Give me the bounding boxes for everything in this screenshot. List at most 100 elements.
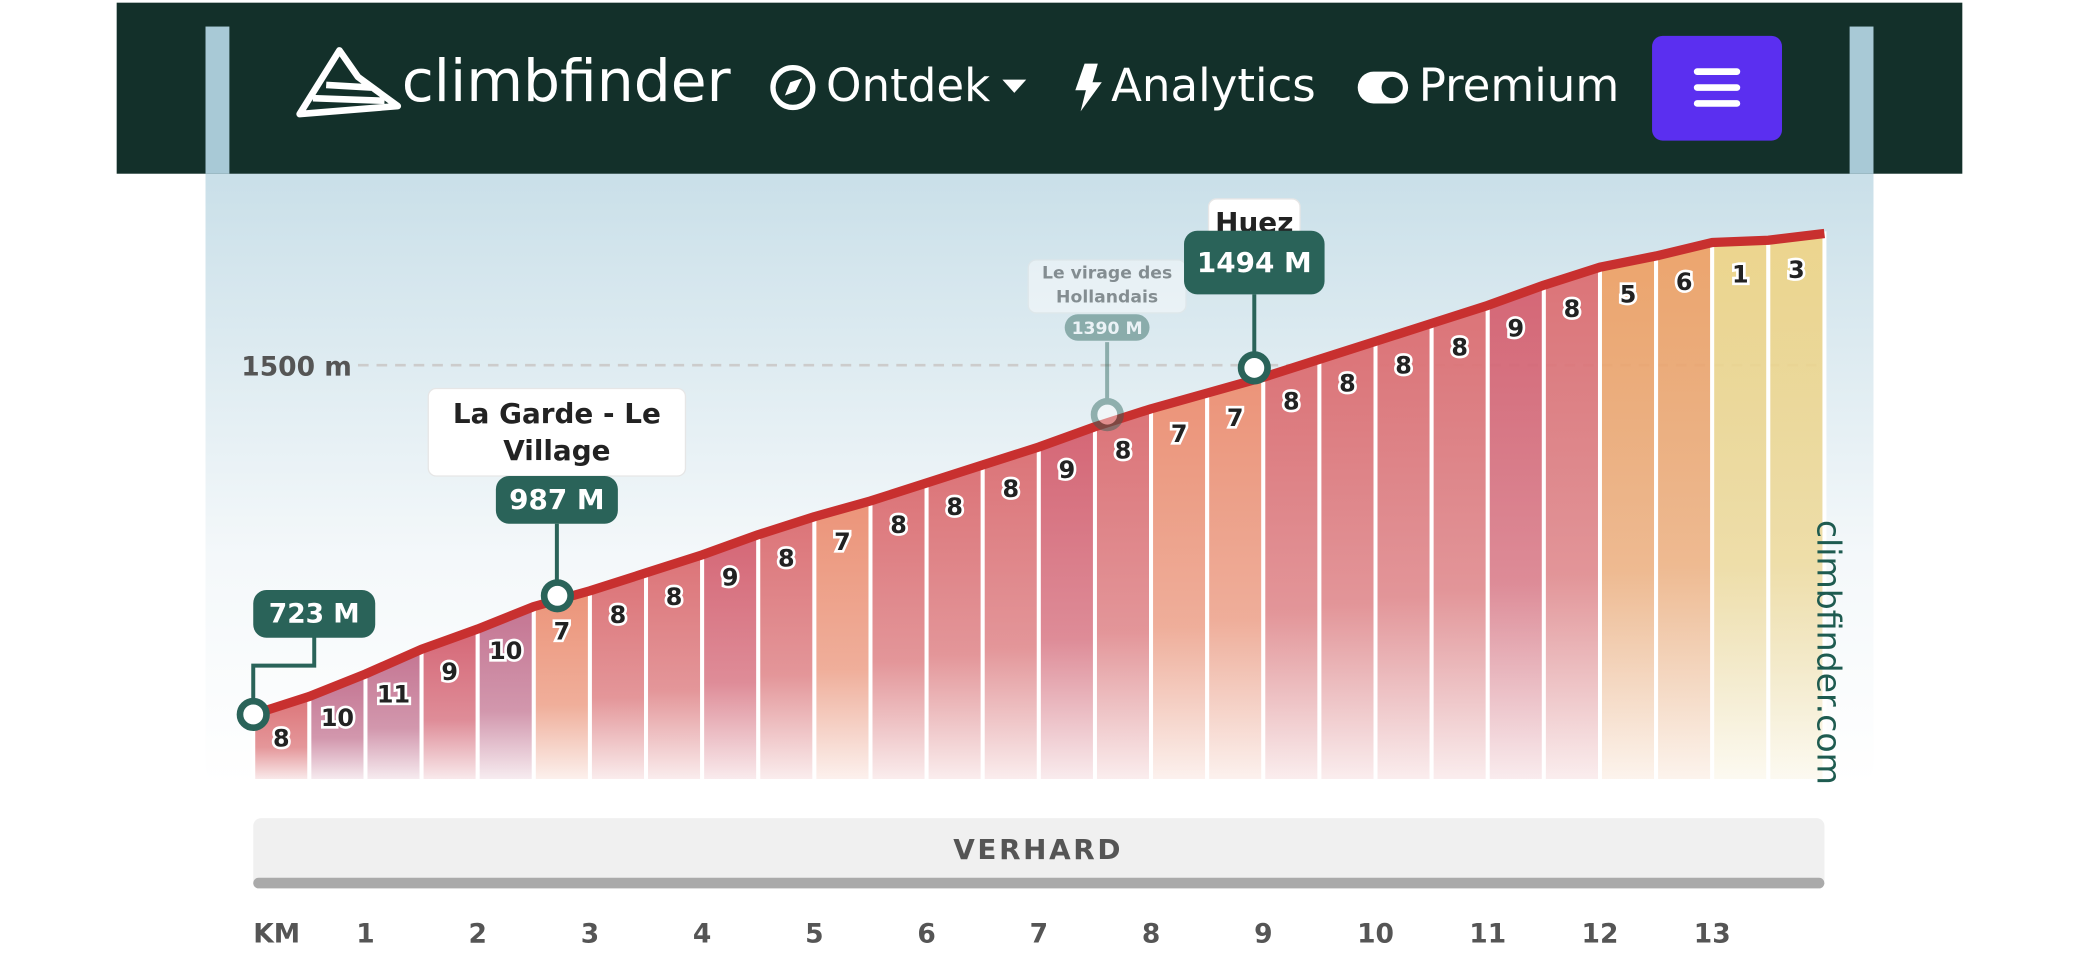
compass-icon	[770, 64, 816, 111]
elevation-label: 1390 M	[1072, 319, 1143, 339]
gradient-label: 7	[834, 528, 851, 556]
gradient-column	[1597, 253, 1659, 783]
x-axis-label: KM	[253, 918, 300, 949]
surface-label: VERHARD	[953, 833, 1123, 866]
gradient-label: 9	[1059, 456, 1076, 484]
gradient-label: 8	[1451, 333, 1468, 361]
gradient-column	[419, 626, 480, 783]
gradient-label: 8	[666, 583, 683, 611]
gradient-label: 8	[610, 601, 627, 629]
x-tick-label: 13	[1694, 918, 1731, 949]
nav-item: Analytics	[1111, 59, 1316, 112]
elevation-label: 723 M	[269, 599, 360, 630]
brand: climbfinder	[402, 47, 731, 115]
gradient-label: 10	[321, 704, 354, 732]
y-tick-label: 1500 m	[241, 351, 352, 382]
nav-analytics[interactable]: Analytics	[1075, 59, 1316, 112]
point-name: Le virage des Hollandais	[1041, 264, 1173, 308]
elevation-label: 987 M	[509, 483, 604, 516]
gradient-column	[1205, 374, 1266, 783]
gradient-label: 9	[722, 564, 739, 592]
gradient-column	[1429, 302, 1490, 783]
x-tick-label: 10	[1357, 918, 1394, 949]
profile-line	[251, 228, 1825, 719]
gradient-column	[1710, 238, 1771, 783]
bolt-icon	[1075, 63, 1102, 112]
connector	[251, 636, 317, 715]
gradient-column	[1261, 356, 1322, 783]
hamburger	[1693, 68, 1741, 107]
gradient-label: 8	[1395, 351, 1412, 379]
gradient-label: 7	[1227, 404, 1244, 432]
point	[236, 697, 270, 732]
elevation-label: 1494 M	[1197, 246, 1312, 279]
elevation-tag	[253, 590, 376, 638]
toggle-knob	[1381, 76, 1403, 99]
logo-icon	[296, 47, 402, 118]
compass-needle	[784, 78, 803, 96]
gradient-label: 8	[1115, 437, 1132, 465]
x-tick-label: 4	[693, 918, 711, 949]
gradient-label: 9	[1507, 314, 1524, 342]
gradient-column	[1654, 239, 1715, 783]
menu-button[interactable]	[1652, 35, 1782, 141]
nav-premium[interactable]: Premium	[1357, 59, 1620, 112]
point-marker: La Garde - Le Village 987 M	[427, 387, 687, 613]
point-marker: Le virage des Hollandais 1390 M	[1027, 259, 1187, 432]
point	[540, 579, 574, 613]
elevation-tag	[495, 476, 618, 524]
gradient-label: 8	[1002, 475, 1019, 503]
gradient-column	[1485, 282, 1546, 783]
name-wrap: La Garde - Le Village	[452, 397, 661, 467]
frame-left	[205, 26, 230, 174]
x-tick-label: 8	[1142, 918, 1160, 949]
x-tick-label: 6	[917, 918, 935, 949]
gradient-label: 8	[778, 545, 795, 573]
surface-line	[253, 877, 1825, 889]
nav-item: Ontdek	[826, 59, 990, 112]
point	[1090, 398, 1124, 432]
gradient-label: 1	[1732, 260, 1749, 288]
gradient-label: 6	[1676, 268, 1693, 296]
name-wrap: Le virage des Hollandais	[1041, 264, 1173, 308]
logo[interactable]: climbfinder	[296, 47, 731, 118]
gradient-column	[475, 603, 536, 783]
gradient-label: 7	[554, 618, 571, 646]
gradient-label: 8	[1564, 295, 1581, 323]
elevation-tag	[1184, 230, 1325, 295]
x-tick-label: 5	[805, 918, 823, 949]
gradient-column	[1373, 320, 1434, 783]
gradient-column	[1149, 390, 1210, 783]
x-tick-label: 9	[1254, 918, 1272, 949]
gradient-label: 8	[1283, 387, 1300, 415]
surface-bar	[253, 818, 1825, 889]
gradient-label: 9	[441, 658, 458, 686]
x-tick-label: 11	[1469, 918, 1506, 949]
x-tick-label: 12	[1582, 918, 1619, 949]
gradient-label: 5	[1620, 281, 1637, 309]
gradient-label: 8	[946, 493, 963, 521]
watermark: climbfinder.com	[1810, 520, 1849, 785]
gradient-label: 11	[377, 681, 410, 709]
gradient-label: 10	[489, 637, 522, 665]
nav-ontdek[interactable]: Ontdek	[770, 59, 1027, 112]
nav-item: Premium	[1419, 59, 1620, 112]
point	[1237, 351, 1271, 385]
x-tick-label: 7	[1030, 918, 1048, 949]
point-marker: 723 M	[236, 590, 376, 732]
frame-right	[1849, 26, 1874, 174]
elevation-tag	[1064, 314, 1150, 341]
caret	[1002, 79, 1027, 93]
gradient-column	[1541, 264, 1602, 783]
point-name: La Garde - Le Village	[452, 397, 661, 467]
x-tick-label: 3	[581, 918, 599, 949]
x-tick-label: 2	[468, 918, 486, 949]
gradient-label: 8	[890, 511, 907, 539]
gradient-label: 8	[273, 724, 290, 752]
gradient-column	[1317, 338, 1378, 783]
gradient-label: 8	[1339, 369, 1356, 397]
x-tick-label: 1	[356, 918, 374, 949]
